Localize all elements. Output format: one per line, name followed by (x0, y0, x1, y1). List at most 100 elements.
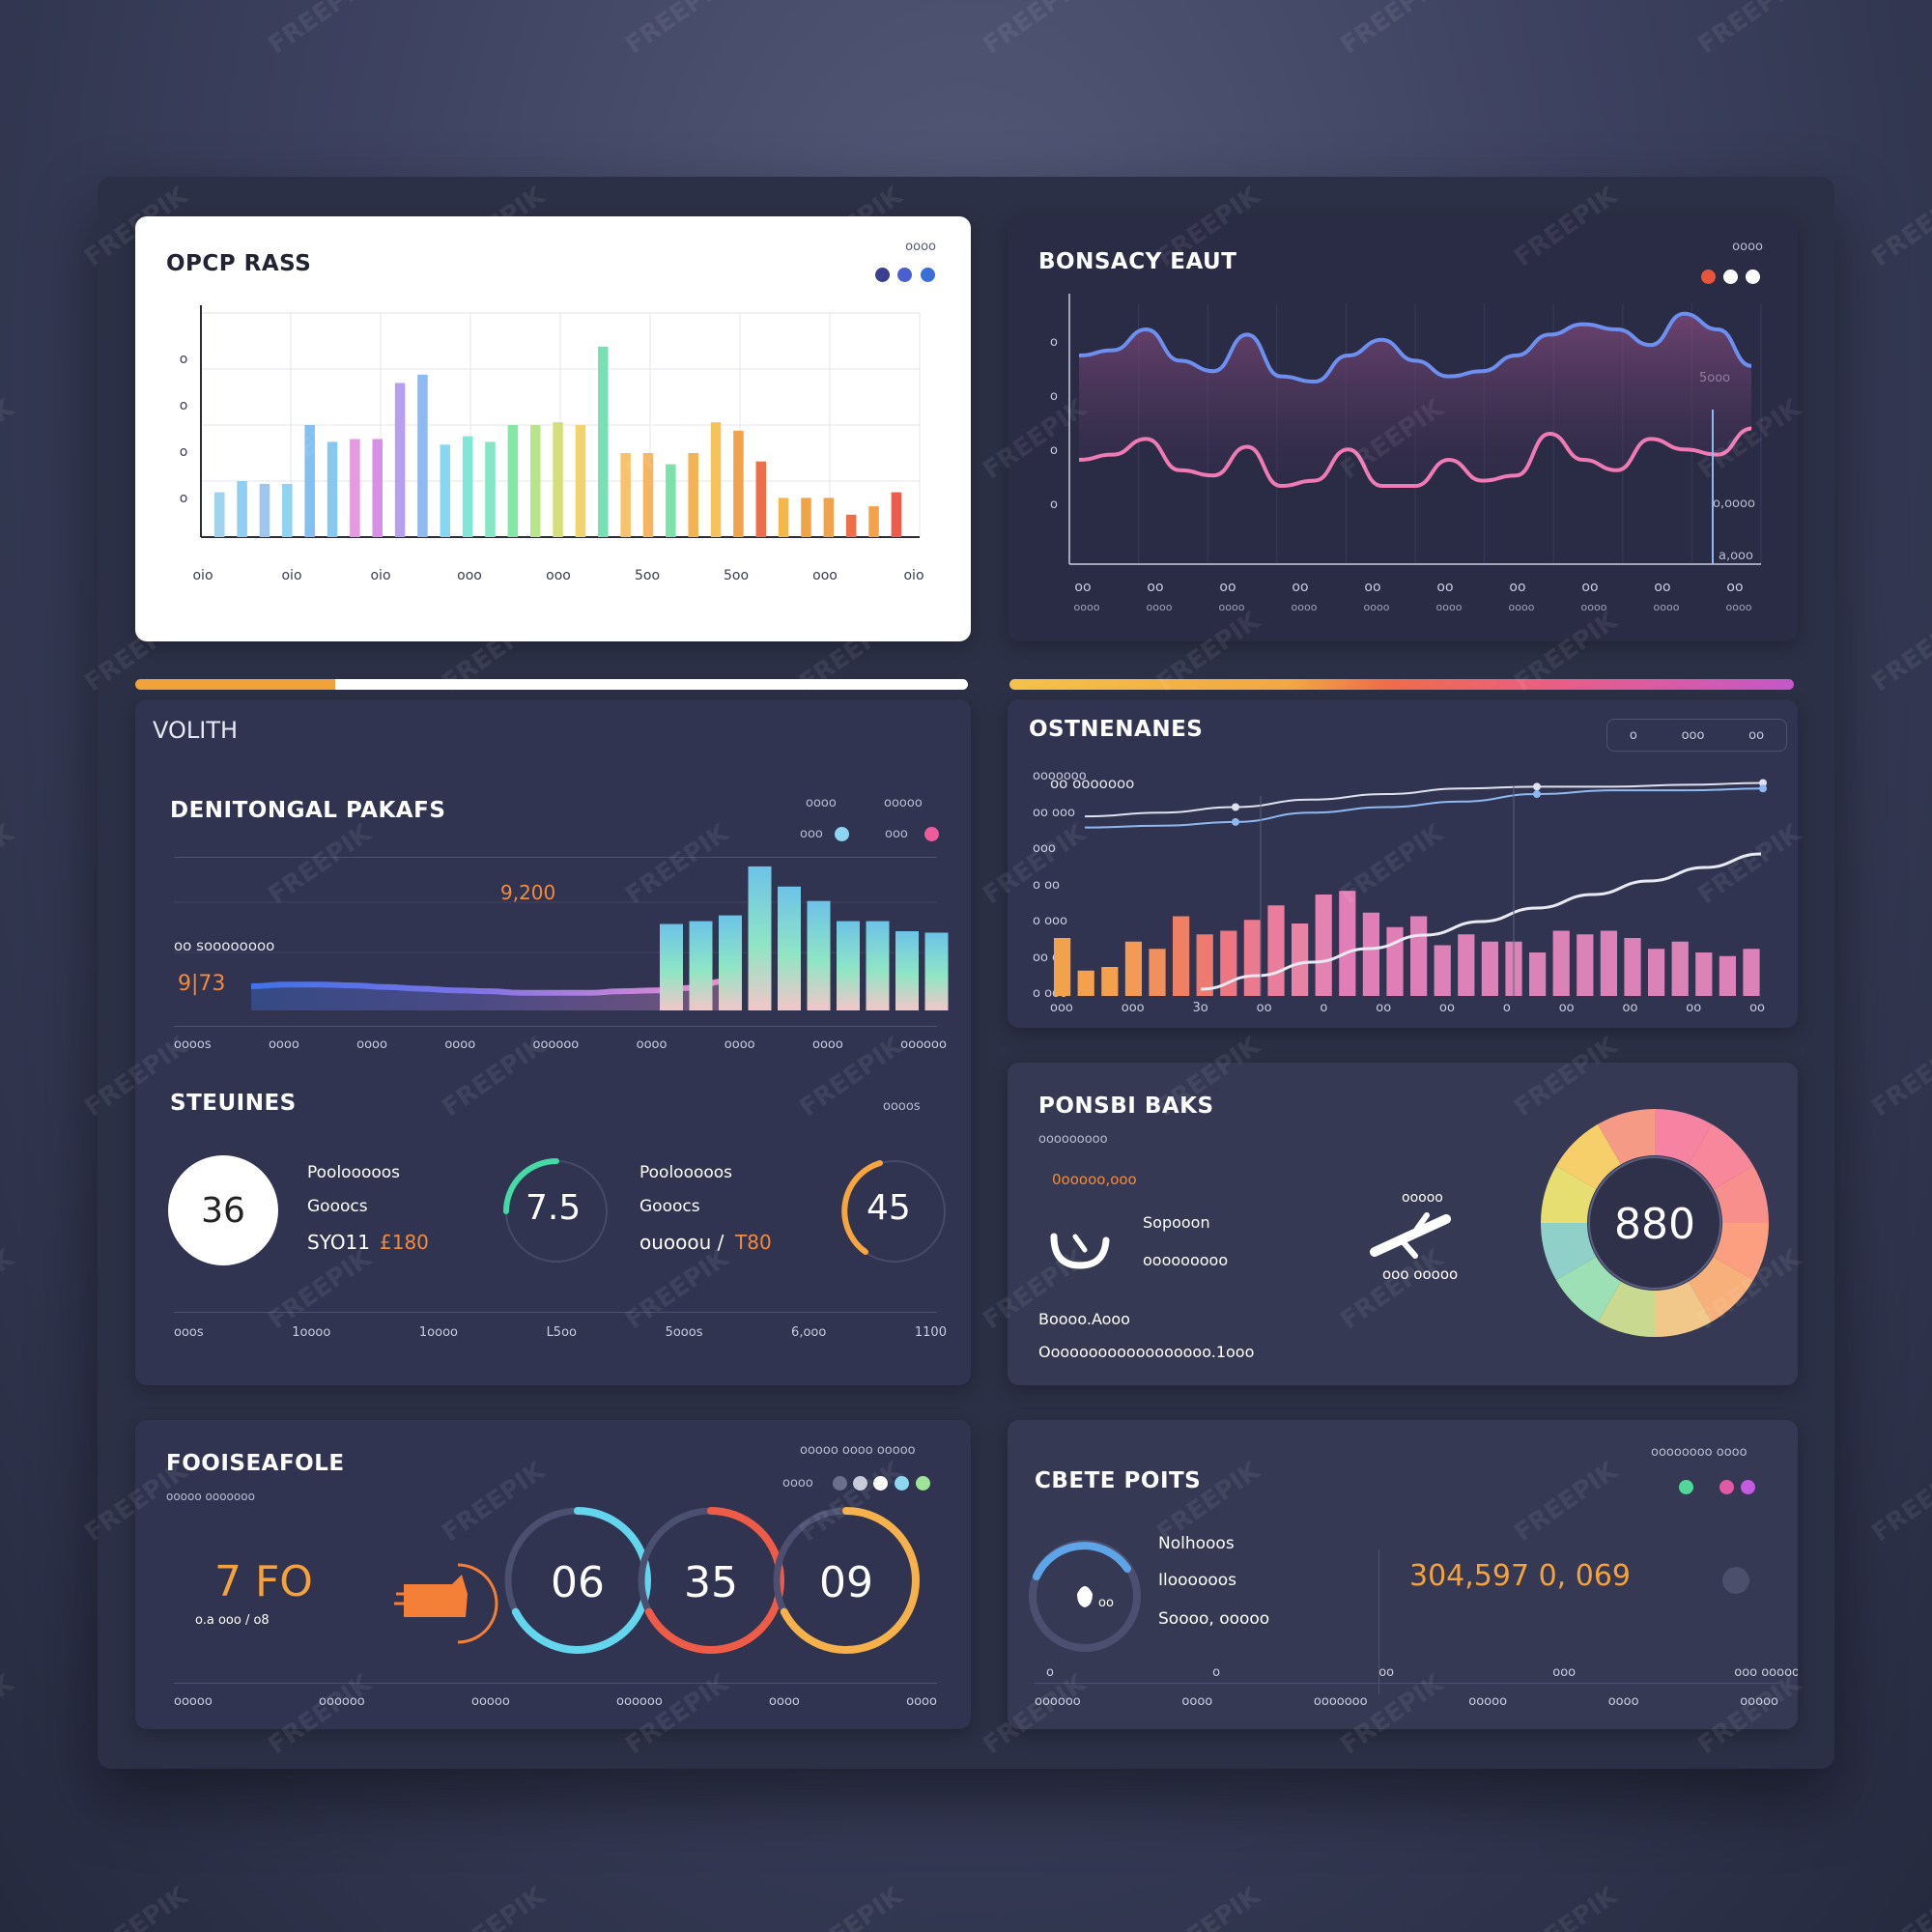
legend-sub: ooo (885, 827, 908, 841)
bar (1434, 945, 1451, 996)
bar (1054, 938, 1071, 996)
legend-dot[interactable] (1723, 270, 1738, 284)
x-subtick-label: oooo (1364, 601, 1390, 613)
x-tick-label: oo (1436, 580, 1453, 595)
legend-dot[interactable] (924, 827, 939, 841)
legend-dot[interactable] (895, 1476, 909, 1491)
gauge-group[interactable] (135, 1420, 971, 1729)
gauge-value: 09 (819, 1558, 873, 1607)
bar (598, 346, 609, 537)
bar (394, 383, 406, 537)
x-tick: o (1320, 1001, 1328, 1015)
bar (350, 439, 360, 537)
tab-group[interactable]: o ooo oo (1606, 719, 1787, 752)
gauge-value: 45 (867, 1188, 911, 1228)
watermark: FREEPIK (437, 1881, 551, 1932)
tab[interactable]: o (1629, 727, 1637, 743)
trend-icon (394, 1555, 500, 1644)
x-tick-label: oo (1074, 580, 1091, 595)
bar (924, 932, 949, 1010)
progress-gauge[interactable] (1027, 1528, 1143, 1663)
gauge-arc (1033, 1542, 1131, 1580)
stat-circle[interactable]: 36 (168, 1155, 278, 1265)
card-title: FOOISEAFOLE (166, 1451, 345, 1476)
footer-tick: ooos (174, 1325, 204, 1340)
chart-title: DENITONGAL PAKAFS (170, 798, 446, 823)
gauge-label: oo (1098, 1596, 1114, 1610)
legend-dot[interactable] (1719, 1480, 1734, 1494)
legend-dot[interactable] (1679, 1480, 1693, 1494)
info-line: Nolhooos (1158, 1534, 1235, 1553)
stat-line: SYO11 (307, 1231, 371, 1254)
area-chart: oooooo oo oo oo oo oo oo oo oo oooooo oooo oooo oooo… (1050, 294, 1762, 613)
bar (733, 430, 744, 537)
bar (837, 921, 860, 1010)
bar (1124, 941, 1143, 996)
stat-gauge[interactable] (837, 1153, 952, 1269)
footer-tick: oooo (769, 1694, 800, 1709)
big-sublabel: o.a ooo / o8 (195, 1613, 270, 1628)
points-footer-top: o o oo ooo ooo ooooo (1046, 1665, 1798, 1680)
watermark: FREEPIK (1335, 0, 1449, 61)
series-line (1084, 781, 1764, 818)
watermark: FREEPIK (1692, 0, 1806, 61)
x-tick-label: 5oo (724, 568, 749, 583)
x-tick-label: ooo (546, 568, 571, 583)
x-tick: oo (1376, 1001, 1392, 1015)
y-tick-label: o (1050, 335, 1058, 350)
legend-dot[interactable] (853, 1476, 867, 1491)
x-tick-label: oo (1292, 580, 1308, 595)
legend-dot[interactable] (897, 268, 912, 282)
bar (1173, 916, 1190, 996)
donut-slice (1541, 1166, 1597, 1223)
y-tick: ooo (1033, 841, 1056, 856)
bar (1410, 916, 1428, 996)
x-subtick-label: oooo (1147, 601, 1173, 613)
bar (807, 900, 831, 1010)
accent-strip (1009, 679, 1794, 690)
legend-dot[interactable] (875, 268, 890, 282)
gauge-value: 7.5 (526, 1188, 582, 1228)
y-tick: oo ooo (1033, 805, 1075, 820)
x-subtick-label: oooo (1726, 601, 1752, 613)
data-point (1232, 817, 1239, 826)
footer-tick: ooooo (1468, 1694, 1508, 1709)
x-tick: oooos (174, 1037, 212, 1052)
x-subtick-label: oooo (1074, 601, 1100, 613)
legend-dot[interactable] (833, 1476, 847, 1491)
section-label: VOLITH (153, 717, 239, 744)
legend-dot[interactable] (1741, 1480, 1755, 1494)
bar (1600, 930, 1618, 996)
item-label: ooo ooooo (1382, 1265, 1459, 1283)
performance-card: FOOISEAFOLE ooooo ooooooo ooooo oooo ooo… (135, 1420, 971, 1729)
legend-dot[interactable] (921, 268, 935, 282)
bar (214, 492, 225, 537)
stat-gauge[interactable] (498, 1153, 614, 1269)
bar (485, 441, 496, 537)
x-tick: oooo (724, 1037, 755, 1052)
donut-chart[interactable] (1539, 1107, 1771, 1339)
tab[interactable]: oo (1748, 727, 1765, 743)
legend-dot[interactable] (1701, 270, 1716, 284)
annotation: 9,200 (500, 881, 556, 904)
bar (1458, 934, 1475, 996)
bar (1577, 934, 1594, 996)
footer-tick: oo (1378, 1665, 1395, 1680)
big-value: 304,597 0, 069 (1409, 1559, 1632, 1593)
gauge-value: 35 (684, 1558, 738, 1607)
tab[interactable]: ooo (1681, 727, 1705, 743)
legend-dot[interactable] (1746, 270, 1760, 284)
legend-dot[interactable] (916, 1476, 930, 1491)
x-axis-labels: oooos oooo oooo oooo oooooo oooo oooo oo… (174, 1037, 947, 1052)
bar (1481, 941, 1499, 996)
bar (259, 483, 270, 537)
x-tick-label: oio (370, 568, 390, 583)
bar (688, 453, 698, 537)
donut-slice (1689, 1123, 1754, 1189)
legend-dot[interactable] (835, 827, 849, 841)
legend-dot[interactable] (873, 1476, 888, 1491)
x-tick-label: oo (1726, 580, 1743, 595)
toggle-icon[interactable] (1722, 1567, 1749, 1594)
watermark: FREEPIK (0, 393, 19, 486)
watermark: FREEPIK (1866, 606, 1932, 698)
